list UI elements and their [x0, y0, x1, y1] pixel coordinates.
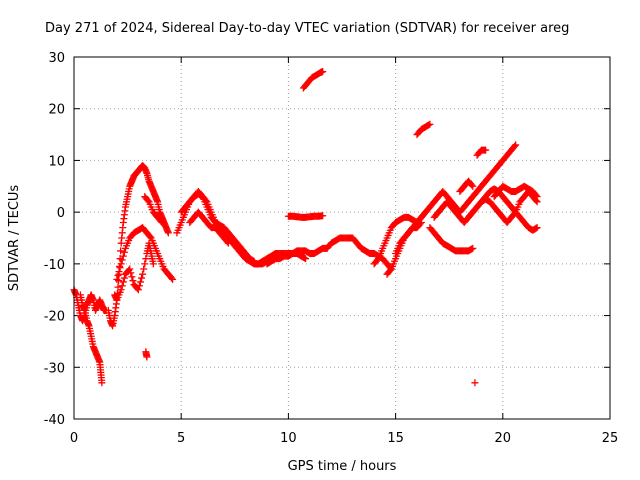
- data-point: [128, 273, 136, 281]
- x-axis-label: GPS time / hours: [288, 459, 397, 474]
- data-point: [319, 212, 327, 220]
- data-point: [140, 265, 148, 273]
- data-point: [533, 224, 541, 232]
- data-points: [70, 67, 541, 387]
- data-point: [532, 191, 540, 199]
- chart-title: Day 271 of 2024, Sidereal Day-to-day VTE…: [45, 21, 569, 36]
- y-tick-label: -20: [44, 310, 65, 325]
- data-point: [373, 256, 381, 264]
- data-point: [416, 220, 424, 228]
- data-point: [139, 270, 147, 278]
- data-point: [386, 266, 394, 274]
- data-point: [146, 233, 154, 241]
- data-point: [426, 120, 434, 128]
- y-tick-label: 20: [48, 103, 65, 118]
- data-point: [118, 256, 126, 264]
- y-axis-label: SDTVAR / TECUs: [7, 185, 22, 292]
- data-point: [98, 379, 106, 387]
- data-point: [223, 238, 231, 246]
- y-tick-label: 0: [57, 206, 65, 221]
- y-tick-label: 10: [48, 154, 65, 169]
- data-point: [157, 217, 165, 225]
- data-point: [302, 255, 310, 263]
- data-point: [115, 268, 123, 276]
- data-point: [126, 265, 134, 273]
- data-point: [135, 282, 143, 290]
- data-point: [113, 275, 121, 283]
- data-point: [149, 260, 157, 268]
- data-point: [319, 67, 327, 75]
- data-point: [136, 278, 144, 286]
- data-point: [164, 229, 172, 237]
- data-point: [417, 218, 425, 226]
- y-tick-label: -10: [44, 258, 65, 273]
- data-point: [138, 274, 146, 282]
- grid-lines: [74, 57, 610, 419]
- data-point: [143, 353, 151, 361]
- data-point: [127, 269, 135, 277]
- data-point: [158, 218, 166, 226]
- data-point: [117, 286, 125, 294]
- data-point: [141, 260, 149, 268]
- data-point: [120, 274, 128, 282]
- data-point: [117, 260, 125, 268]
- data-point: [116, 264, 124, 272]
- y-tick-label: 30: [48, 51, 65, 66]
- data-point: [468, 181, 476, 189]
- plot-frame: [73, 56, 611, 420]
- data-point: [144, 197, 152, 205]
- data-point: [482, 146, 490, 154]
- data-point: [169, 275, 177, 283]
- data-point: [511, 209, 519, 217]
- data-point: [134, 286, 142, 294]
- data-point: [511, 142, 519, 150]
- data-point: [512, 141, 520, 149]
- data-point: [469, 244, 477, 252]
- x-tick-label: 20: [495, 431, 512, 446]
- data-point: [168, 274, 176, 282]
- data-point: [118, 282, 126, 290]
- data-point: [533, 193, 541, 201]
- data-point: [119, 278, 127, 286]
- data-point: [114, 271, 122, 279]
- x-tick-label: 0: [70, 431, 78, 446]
- y-tick-label: -30: [44, 361, 65, 376]
- data-point: [471, 379, 479, 387]
- data-point: [119, 252, 127, 260]
- data-point: [142, 255, 150, 263]
- data-point: [469, 182, 477, 190]
- x-tick-label: 5: [177, 431, 185, 446]
- y-tick-label: -40: [44, 413, 65, 428]
- x-tick-label: 10: [280, 431, 297, 446]
- data-point: [117, 247, 125, 255]
- data-point: [120, 248, 128, 256]
- data-point: [129, 277, 137, 285]
- x-tick-label: 25: [602, 431, 619, 446]
- axes: 0 5 10 15 20 25 -40 -30 -20 -10 0 10 20 30: [44, 51, 619, 446]
- x-tick-label: 15: [387, 431, 404, 446]
- data-point: [224, 239, 232, 247]
